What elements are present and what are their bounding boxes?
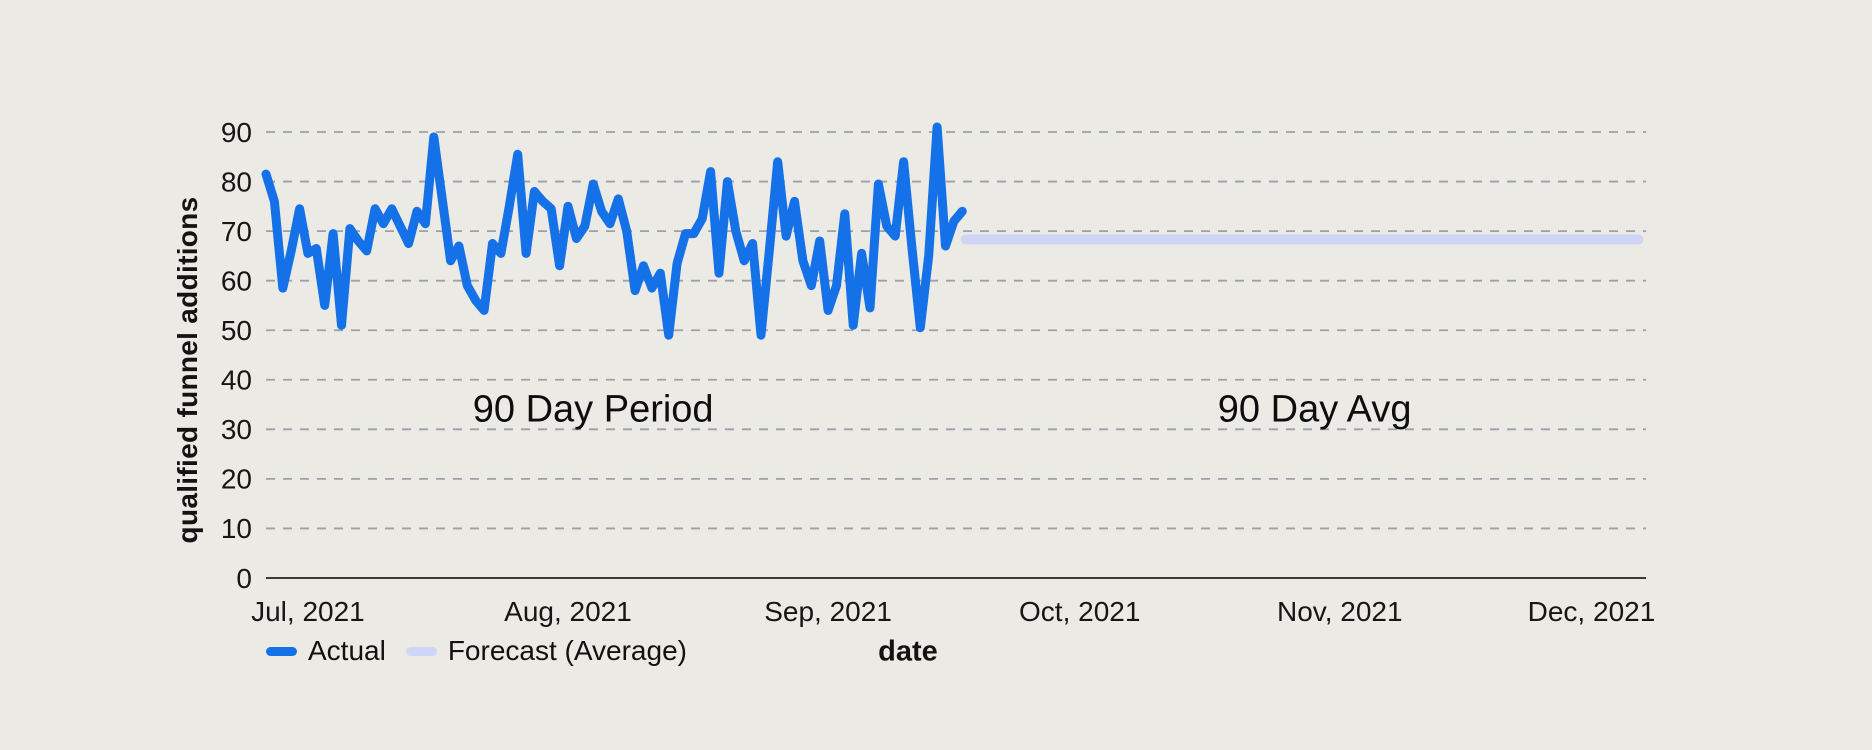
y-tick-label: 40 — [221, 365, 252, 396]
y-axis-title: qualified funnel additions — [172, 196, 203, 544]
legend-label-forecast: Forecast (Average) — [447, 635, 687, 666]
legend-swatch-forecast-icon — [405, 646, 437, 656]
y-tick-label: 0 — [236, 563, 252, 594]
legend: Actual Forecast (Average) — [266, 635, 687, 666]
actual-series-line — [261, 122, 967, 340]
y-tick-label: 60 — [221, 265, 252, 296]
legend-swatch-actual-icon — [266, 646, 297, 656]
y-tick-label: 30 — [221, 414, 252, 445]
legend-label-actual: Actual — [308, 635, 386, 666]
y-tick-label: 80 — [221, 166, 252, 197]
x-tick-label: Aug, 2021 — [504, 596, 632, 627]
y-tick-label: 20 — [221, 464, 252, 495]
x-tick-label: Dec, 2021 — [1528, 596, 1656, 627]
x-axis-title: date — [878, 635, 938, 668]
x-tick-label: Nov, 2021 — [1277, 596, 1403, 627]
annotation-90-day-avg: 90 Day Avg — [1217, 388, 1412, 430]
x-tick-label: Jul, 2021 — [251, 596, 365, 627]
annotation-90-day-period: 90 Day Period — [472, 388, 714, 430]
y-tick-label: 70 — [221, 216, 252, 247]
x-tick-label: Oct, 2021 — [1019, 596, 1140, 627]
y-tick-label: 90 — [221, 117, 252, 148]
y-tick-label: 10 — [221, 513, 252, 544]
y-tick-label: 50 — [221, 315, 252, 346]
x-tick-label: Sep, 2021 — [764, 596, 892, 627]
